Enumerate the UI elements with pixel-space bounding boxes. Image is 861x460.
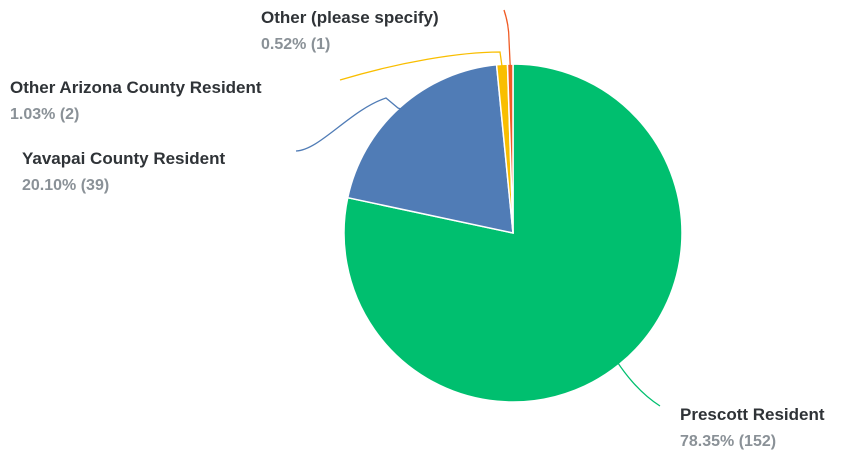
slice-value-yavapai-county-resident: 20.10% (39) — [22, 177, 109, 194]
pie-slices — [343, 63, 683, 403]
slice-labels: Prescott Resident 78.35% (152) Yavapai C… — [10, 8, 825, 450]
slice-value-other-please-specify: 0.52% (1) — [261, 36, 330, 53]
leader-line-yavapai-county-resident — [295, 97, 404, 152]
leader-lines — [295, 9, 661, 407]
pie-slice-yavapai-county-resident — [346, 63, 514, 234]
slice-label-yavapai-county-resident: Yavapai County Resident — [22, 149, 225, 168]
slice-label-prescott-resident: Prescott Resident — [680, 405, 825, 424]
slice-value-prescott-resident: 78.35% (152) — [680, 433, 776, 450]
slice-label-other-please-specify: Other (please specify) — [261, 8, 439, 27]
slice-label-other-arizona-county-resident: Other Arizona County Resident — [10, 78, 262, 97]
leader-line-other-arizona-county-resident — [339, 51, 503, 81]
leader-line-other-please-specify — [503, 9, 511, 69]
leader-line-prescott-resident — [616, 360, 661, 407]
slice-value-other-arizona-county-resident: 1.03% (2) — [10, 106, 79, 123]
